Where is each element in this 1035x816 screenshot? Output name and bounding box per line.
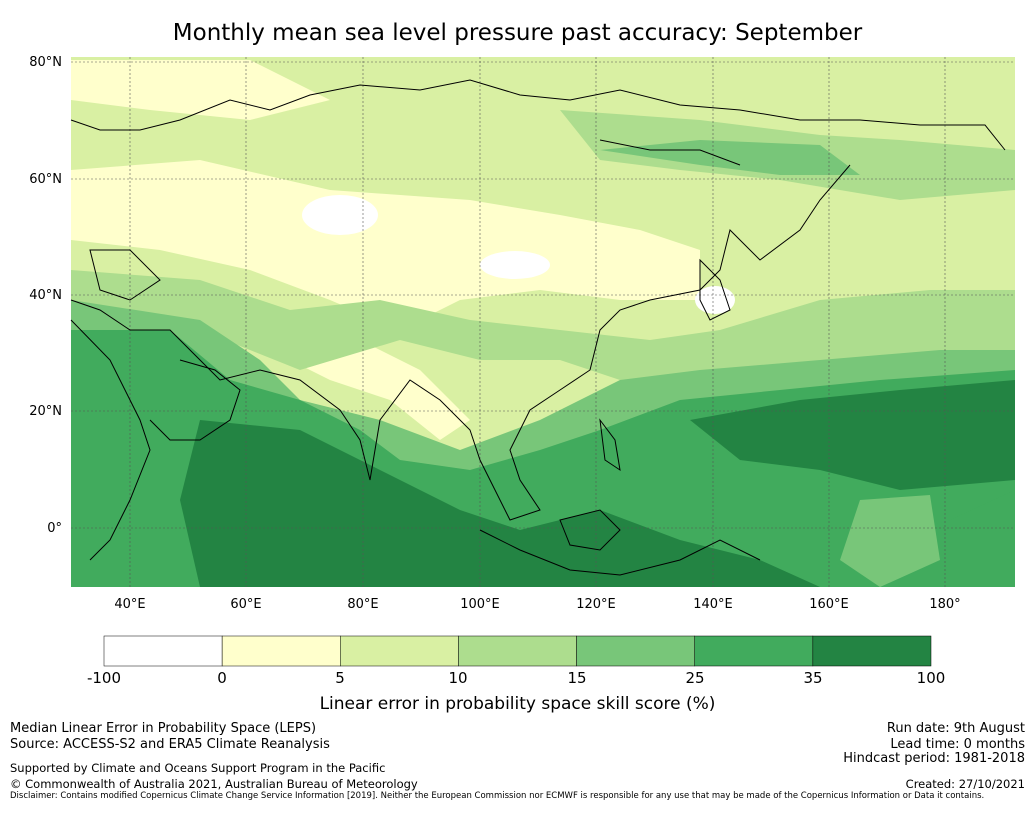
- lat-label: 0°: [47, 521, 62, 536]
- lon-label: 100°E: [460, 597, 500, 612]
- map-title: Monthly mean sea level pressure past acc…: [172, 20, 863, 46]
- footer-lead-time: Lead time: 0 months: [890, 737, 1025, 752]
- lon-label: 140°E: [693, 597, 733, 612]
- lat-label: 20°N: [29, 404, 62, 419]
- colorbar-tick: 15: [567, 669, 587, 687]
- lon-label: 80°E: [347, 597, 378, 612]
- lat-label: 80°N: [29, 55, 62, 70]
- colorbar-tick: 0: [217, 669, 227, 687]
- footer-created: Created: 27/10/2021: [905, 777, 1025, 791]
- colorbar-segment: [576, 635, 695, 667]
- footer-run-date: Run date: 9th August: [886, 721, 1025, 736]
- colorbar-tick: 5: [335, 669, 345, 687]
- colorbar-tick: -100: [86, 669, 122, 687]
- lon-label: 160°E: [809, 597, 849, 612]
- footer-hindcast: Hindcast period: 1981-2018: [843, 751, 1025, 766]
- colorbar-title: Linear error in probability space skill …: [319, 694, 716, 714]
- lon-label: 40°E: [114, 597, 145, 612]
- colorbar: [103, 635, 932, 667]
- footer-support: Supported by Climate and Oceans Support …: [10, 761, 386, 775]
- colorbar-segment: [340, 635, 459, 667]
- footer-method: Median Linear Error in Probability Space…: [10, 721, 317, 736]
- colorbar-segment: [458, 635, 577, 667]
- colorbar-tick: 25: [685, 669, 705, 687]
- coastlines: [70, 79, 1006, 576]
- colorbar-segment: [221, 635, 341, 667]
- colorbar-tick: 35: [803, 669, 823, 687]
- lat-label: 60°N: [29, 172, 62, 187]
- disclaimer: Disclaimer: Contains modified Copernicus…: [10, 791, 985, 801]
- colorbar-segment: [103, 635, 223, 667]
- footer-source: Source: ACCESS-S2 and ERA5 Climate Reana…: [10, 737, 330, 752]
- lon-label: 60°E: [230, 597, 261, 612]
- skill-score-map: 80°N 60°N 40°N 20°N 0° 40°E 60°E 80°E 10…: [29, 55, 1015, 667]
- colorbar-segment: [812, 635, 932, 667]
- colorbar-tick: 100: [916, 669, 946, 687]
- lon-label: 120°E: [576, 597, 616, 612]
- map-fill: [71, 57, 1015, 587]
- lat-label: 40°N: [29, 288, 62, 303]
- lon-label: 180°: [929, 597, 960, 612]
- colorbar-segment: [694, 635, 814, 667]
- footer-copyright: © Commonwealth of Australia 2021, Austra…: [10, 777, 418, 791]
- colorbar-tick: 10: [448, 669, 468, 687]
